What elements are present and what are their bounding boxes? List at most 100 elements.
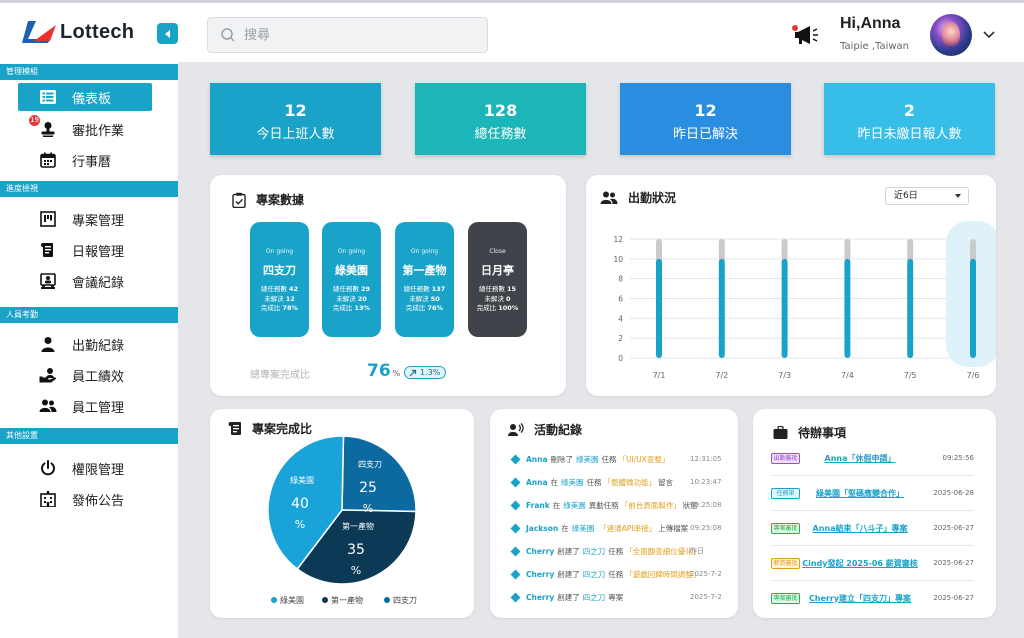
activity-time: 昨日: [690, 547, 704, 555]
todo-date: 2025-06-27: [933, 559, 974, 567]
lottech-logo-icon: [22, 21, 56, 43]
todo-link[interactable]: Cherry建立「四支刀」專案: [808, 593, 912, 603]
activity-row[interactable]: Cherry 創建了 四之刀 任務 「全面翻查細位優化」 昨日: [510, 541, 722, 561]
sidebar-group-label: 管理模組: [0, 64, 178, 80]
sidebar-item-performance[interactable]: 員工績效: [18, 361, 152, 389]
bar-total: [970, 239, 976, 262]
bar-attended[interactable]: [844, 258, 851, 358]
diamond-bullet-icon: [510, 454, 521, 464]
activity-row[interactable]: Jackson 在綠美園 「連通API串接」 上傳檔案 09:25:08: [510, 518, 722, 538]
todo-row[interactable]: 任務單 綠美園「堅碼應變合作」 2025-06-28: [771, 482, 974, 504]
activity-verb: 創建了: [557, 569, 580, 579]
pie-slice[interactable]: [341, 435, 417, 513]
stat-card-resolved-yesterday[interactable]: 12 昨日已解決: [620, 83, 791, 155]
sidebar-item-attendance[interactable]: 出勤紀錄: [18, 330, 152, 358]
activity-row[interactable]: Anna 刪除了 綠美園 任務 「UI/UX查整」 12:31:05: [510, 449, 722, 469]
sidebar-item-approval[interactable]: 19 審批作業: [18, 115, 152, 143]
app-name: Lottech: [60, 20, 135, 43]
panel-title: 出勤狀況: [600, 189, 676, 206]
sidebar-item-calendar[interactable]: 行事曆: [18, 146, 152, 174]
sidebar-item-meeting-records[interactable]: 會議紀錄: [18, 267, 152, 295]
caret-left-icon: [164, 29, 170, 38]
y-tick-label: 2: [618, 334, 623, 343]
y-tick-label: 0: [618, 354, 623, 363]
activity-verb: 任務: [586, 477, 602, 487]
bar-attended[interactable]: [907, 258, 914, 358]
stat-card-missing-reports[interactable]: 2 昨日未繳日報人數: [824, 83, 995, 155]
chevron-down-icon[interactable]: [982, 30, 996, 40]
project-stat-line: 總任務數 42: [260, 285, 299, 293]
sidebar-collapse-button[interactable]: [157, 23, 178, 44]
sidebar-item-project-management[interactable]: 專案管理: [18, 205, 152, 233]
stat-card-today-attendance[interactable]: 12 今日上班人數: [210, 83, 381, 155]
activity-row[interactable]: Cherry 創建了 四之刀 任務 「遊戲回歸時間調整」 2025-7-2: [510, 564, 722, 584]
divider: [771, 510, 974, 511]
activity-verb: 專案: [608, 592, 624, 602]
pie-slice-value: 25: [359, 480, 377, 496]
date-range-select[interactable]: 近6日: [885, 187, 969, 205]
stat-card-total-tasks[interactable]: 128 總任務數: [415, 83, 586, 155]
attendance-panel: 出勤狀況: [586, 175, 996, 396]
project-card-sizhidao[interactable]: On going 四支刀 總任務數 42 未解決 12 完成比 78%: [250, 222, 309, 337]
todo-link[interactable]: Anna結束「八斗子」專案: [812, 523, 908, 533]
activity-verb: 創建了: [557, 546, 580, 556]
meeting-icon: [38, 271, 58, 291]
todo-row[interactable]: 專案審批 Cherry建立「四支刀」專案 2025-06-27: [771, 587, 974, 609]
sidebar-item-dashboard[interactable]: 儀表板: [18, 83, 152, 111]
project-card-lvmeiyuan[interactable]: On going 綠美園 總任務數 29 未解決 20 完成比 13%: [322, 222, 381, 337]
todo-row[interactable]: 出勤審批 Anna「休假申請」 09:25:56: [771, 447, 974, 469]
activity-verb: 在: [561, 523, 569, 533]
activity-row[interactable]: Frank 在綠美園 異動任務 「前台頁面製作」 狀態 09:25:08: [510, 495, 722, 515]
sidebar-item-label: 日報管理: [72, 244, 125, 260]
project-name: 綠美園: [335, 264, 368, 277]
bar-attended[interactable]: [781, 258, 788, 358]
pie-slice[interactable]: [267, 435, 345, 571]
activity-project: 四之刀: [582, 569, 606, 579]
activity-row[interactable]: Anna 在綠美園 任務 「整體微功能」 留言 10:23:47: [510, 472, 722, 492]
activity-project: 綠美園: [563, 500, 586, 510]
legend-label: 綠美園: [280, 595, 304, 605]
project-name: 第一產物: [402, 264, 447, 277]
attendance-bar-chart: 0 2 4 6 8 10 12 7/1 7/2 7/3 7/4 7/5 7/6: [613, 221, 996, 380]
pie-slice[interactable]: [296, 509, 417, 585]
panel-title: 活動紀錄: [508, 421, 582, 438]
todo-link[interactable]: Anna「休假申請」: [824, 453, 896, 463]
project-card-riyueting[interactable]: Close 日月亭 總任務數 15 未解決 0 完成比 100%: [468, 222, 527, 337]
bar-attended[interactable]: [718, 258, 725, 358]
bar-total: [781, 239, 788, 262]
app-logo[interactable]: Lottech: [20, 19, 134, 45]
bar-attended[interactable]: [656, 258, 662, 358]
megaphone-icon[interactable]: [790, 23, 820, 47]
sidebar-item-daily-report[interactable]: 日報管理: [18, 236, 152, 264]
todo-link[interactable]: Cindy發起 2025-06 薪資審核: [802, 558, 918, 568]
todo-panel: 待辦事項: [753, 409, 996, 618]
x-tick-label: 7/2: [715, 371, 728, 380]
sidebar-item-employee-management[interactable]: 員工管理: [18, 392, 152, 420]
x-tick-label: 7/4: [841, 371, 854, 380]
avatar[interactable]: [930, 14, 972, 56]
activity-time: 09:25:08: [690, 501, 722, 509]
project-stat-line: 完成比 76%: [405, 304, 444, 312]
project-stat-line: 總任務數 29: [332, 285, 371, 293]
sidebar-item-permissions[interactable]: 權限管理: [18, 454, 152, 482]
todo-row[interactable]: 專案審批 Anna結束「八斗子」專案 2025-06-27: [771, 517, 974, 539]
sidebar-group-label: 進度檢視: [0, 181, 178, 197]
todo-row[interactable]: 薪資審批 Cindy發起 2025-06 薪資審核 2025-06-27: [771, 552, 974, 574]
search-input[interactable]: [244, 27, 464, 43]
hand-person-icon: [38, 365, 58, 385]
divider: [771, 475, 974, 476]
sidebar-item-label: 員工績效: [72, 369, 125, 385]
project-card-diyichanwu[interactable]: On going 第一產物 總任務數 137 未解決 50 完成比 76%: [395, 222, 454, 337]
sidebar-item-announcements[interactable]: 發佈公告: [18, 485, 152, 513]
bar-attended[interactable]: [970, 258, 976, 358]
todo-tag: 專案審批: [771, 522, 800, 534]
panel-title-text: 專案完成比: [252, 422, 313, 436]
bar-total: [907, 239, 914, 262]
todo-link[interactable]: 綠美園「堅碼應變合作」: [816, 488, 904, 498]
panel-title-text: 待辦事項: [798, 426, 847, 440]
activity-row[interactable]: Cherry 創建了 四之刀 專案 2025-7-2: [510, 587, 722, 607]
project-stat-line: 未解決 0: [484, 294, 511, 303]
activity-verb: 在: [552, 500, 561, 510]
todo-tag: 專案審批: [771, 592, 800, 604]
search-box[interactable]: [207, 17, 488, 53]
